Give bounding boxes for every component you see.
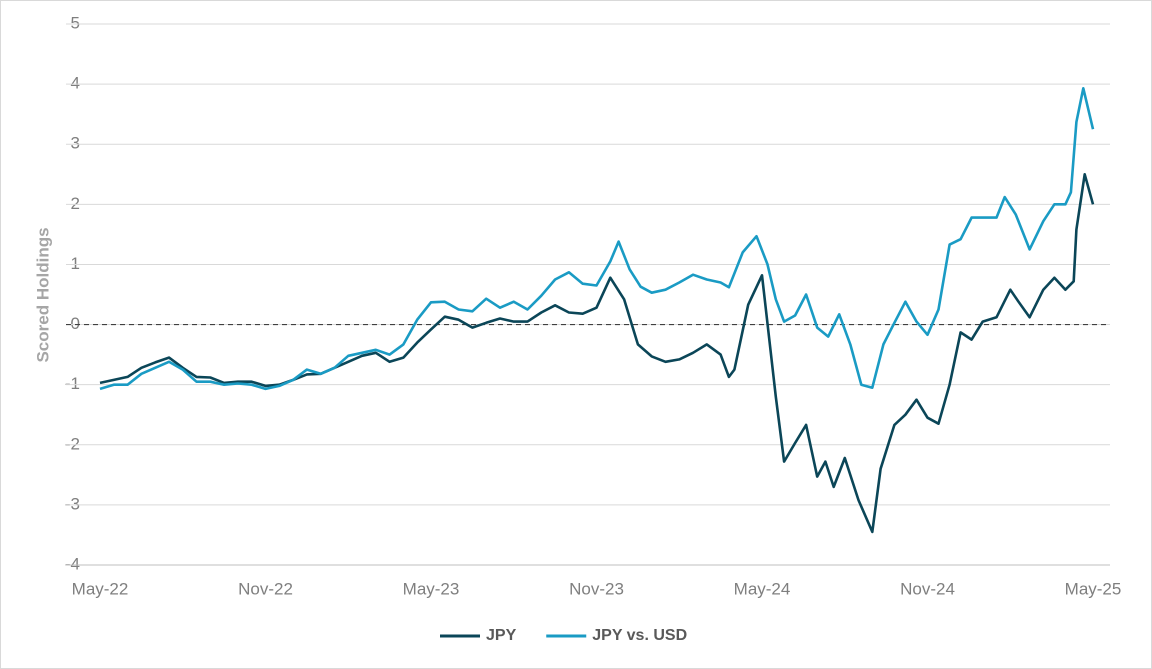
x-tick-label: May-23 (403, 579, 460, 598)
x-tick-label: Nov-22 (238, 579, 293, 598)
legend-label: JPY vs. USD (592, 627, 687, 644)
y-axis-label: Scored Holdings (33, 227, 52, 362)
y-tick-label: 3 (71, 134, 80, 153)
x-tick-label: Nov-23 (569, 579, 624, 598)
x-tick-label: May-25 (1065, 579, 1122, 598)
legend: JPY JPY vs. USD (440, 627, 687, 644)
x-tick-label: May-24 (734, 579, 791, 598)
y-tick-label: 2 (71, 194, 80, 213)
y-tick-label: -4 (65, 554, 80, 573)
y-tick-label: 4 (71, 74, 80, 93)
y-tick-label: 0 (71, 314, 80, 333)
y-tick-label: -3 (65, 494, 80, 513)
line-series (99, 87, 1095, 391)
y-tick-label: -1 (65, 374, 80, 393)
y-tick-label: 1 (71, 254, 80, 273)
y-tick-label: -2 (65, 434, 80, 453)
x-tick-label: May-22 (72, 579, 129, 598)
x-tick-label: Nov-24 (900, 579, 955, 598)
legend-label: JPY (486, 627, 517, 644)
y-tick-label: 5 (71, 13, 80, 32)
